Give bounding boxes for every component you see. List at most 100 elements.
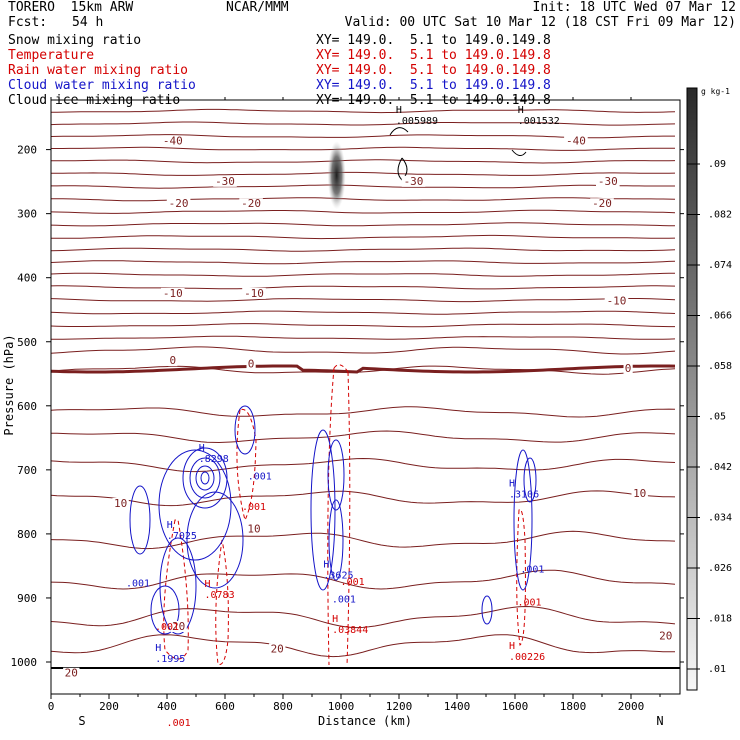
y-tick-label: 400: [17, 272, 37, 285]
isotherm-line: [50, 406, 676, 418]
x-tick-label: 200: [99, 700, 119, 713]
x-tick-label: 1000: [328, 700, 355, 713]
contour-label: .001: [248, 471, 272, 482]
x-axis-title: Distance (km): [318, 714, 412, 728]
isotherm-line: [50, 430, 676, 444]
contour-label: .001: [332, 594, 356, 605]
maximum-marker: H: [155, 643, 161, 654]
x-tick-label: 1800: [560, 700, 587, 713]
maximum-marker: H: [205, 579, 211, 590]
maximum-value: .00226: [509, 652, 545, 663]
maximum-marker: H: [332, 614, 338, 625]
isotherm-line: [51, 146, 675, 151]
south-label: S: [78, 714, 85, 728]
maximum-value: .3625: [323, 571, 353, 582]
field-xy-temperature: XY= 149.0. 5.1 to 149.0.149.8: [316, 48, 551, 63]
rain-contour: [327, 364, 351, 667]
colorbar-tick-label: .034: [708, 513, 732, 524]
isotherm-label-bg: [239, 198, 263, 210]
x-tick-label: 1600: [502, 700, 529, 713]
colorbar-tick-label: .042: [708, 462, 732, 473]
cloud-water-contour: [150, 585, 180, 635]
isotherm-label-bg: [269, 643, 286, 655]
isotherm-label-bg: [166, 198, 191, 210]
cloud-water-contour: [481, 595, 493, 625]
contour-label: .001: [167, 718, 191, 729]
field-name-rain: Rain water mixing ratio: [8, 63, 189, 78]
rain-contour: [236, 408, 257, 522]
contour-label: .001: [341, 577, 365, 588]
isotherm-label-bg: [401, 175, 426, 187]
y-tick-label: 500: [17, 336, 37, 349]
colorbar-tick-label: .082: [708, 210, 732, 221]
isotherm-label: -40: [566, 134, 586, 147]
isotherm-line: [50, 209, 676, 214]
contour-label: .001: [242, 502, 266, 513]
isotherm-label: -20: [241, 197, 261, 210]
maximum-marker: H: [396, 105, 402, 116]
colorbar-tick-label: .01: [708, 664, 726, 675]
isotherm-label: -20: [592, 197, 612, 210]
isotherm-line: [50, 323, 675, 328]
maximum-marker: H: [509, 641, 515, 652]
rain-contour: [215, 539, 229, 665]
isotherm-label: -30: [404, 175, 424, 188]
field-xy-snow: XY= 149.0. 5.1 to 149.0.149.8: [316, 33, 551, 48]
colorbar-tick-label: .026: [708, 563, 732, 574]
cloud-water-contour: [327, 439, 345, 511]
contour-label: .001: [520, 564, 544, 575]
cloud-water-contour: [513, 449, 533, 591]
isotherm-line: [50, 310, 676, 315]
isotherm-label-bg: [112, 497, 129, 509]
isotherm-label-bg: [631, 487, 648, 499]
colorbar-tick-label: .09: [708, 159, 726, 170]
cloud-water-contour: [186, 491, 244, 589]
contour-label: .001: [155, 622, 179, 633]
valid-time: Valid: 00 UTC Sat 10 Mar 12 (18 CST Fri …: [344, 15, 736, 30]
cloud-water-contour: [189, 457, 221, 499]
y-tick-label: 700: [17, 464, 37, 477]
isotherm-line: [50, 121, 676, 126]
snow-shading: [327, 141, 346, 210]
field-name-cloud-water: Cloud water mixing ratio: [8, 78, 196, 93]
isotherm-label: -30: [598, 175, 618, 188]
colorbar-tick-label: .05: [708, 412, 726, 423]
isotherm-line: [50, 285, 676, 290]
colorbar-unit: g kg-1: [701, 87, 730, 96]
isotherm-label-bg: [168, 355, 178, 367]
colorbar-tick-label: .074: [708, 260, 732, 271]
isotherm-line: [50, 222, 676, 227]
maximum-value: .3106: [509, 489, 539, 500]
freezing-level-line: [50, 364, 676, 374]
x-tick-label: 400: [157, 700, 177, 713]
maximum-value: .1995: [155, 654, 185, 665]
isotherm-label: -10: [607, 295, 627, 308]
isotherm-line: [51, 171, 676, 176]
isotherm-label-bg: [161, 287, 185, 299]
plot-frame: [50, 99, 681, 695]
isotherm-line: [50, 272, 676, 277]
isotherm-label: 0: [248, 357, 255, 370]
isotherm-line: [50, 569, 676, 590]
isotherm-line: [50, 298, 676, 303]
maximum-value: .03844: [332, 625, 368, 636]
isotherm-label: 20: [65, 667, 78, 680]
isotherm-line: [51, 159, 676, 164]
isotherm-line: [51, 335, 676, 340]
x-tick-label: 0: [48, 700, 55, 713]
isotherm-label: -10: [163, 287, 183, 300]
maximum-marker: H: [518, 105, 524, 116]
field-name-snow: Snow mixing ratio: [8, 33, 142, 48]
y-tick-label: 800: [17, 528, 37, 541]
isotherm-label: -40: [163, 134, 183, 147]
field-xy-cloud-water: XY= 149.0. 5.1 to 149.0.149.8: [316, 78, 551, 93]
colorbar-tick-label: .058: [708, 361, 732, 372]
y-tick-label: 1000: [11, 656, 38, 669]
y-tick-label: 900: [17, 592, 37, 605]
isotherm-line: [50, 234, 676, 240]
isotherm-label: 20: [271, 642, 284, 655]
isotherm-label: 10: [633, 487, 646, 500]
maximum-marker: H: [167, 520, 173, 531]
cloud-water-contour: [158, 449, 232, 561]
north-label: N: [656, 714, 663, 728]
